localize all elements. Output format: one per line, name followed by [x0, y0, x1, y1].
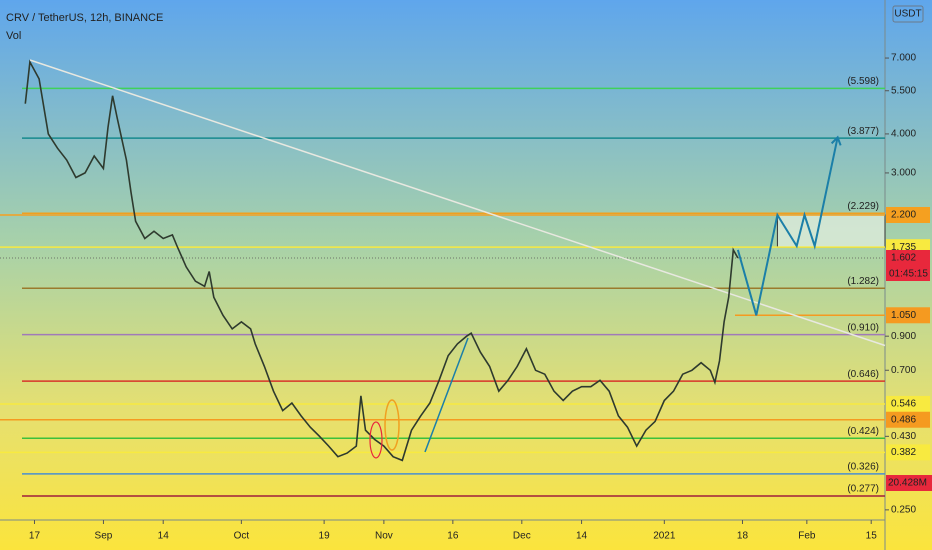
- plot: [0, 59, 886, 497]
- x-tick-label: Sep: [95, 531, 113, 542]
- price-badge-label: 2.200: [891, 210, 916, 221]
- y-tick-label: 0.900: [891, 331, 916, 342]
- level-label: (0.646): [847, 369, 879, 380]
- x-tick-label: 16: [447, 531, 459, 542]
- x-tick-label: 14: [576, 531, 588, 542]
- y-tick-label: 0.250: [891, 505, 916, 516]
- price-badge: [886, 307, 930, 324]
- price-badge-label: 1.735: [891, 242, 916, 253]
- y-tick-label: 7.000: [891, 53, 916, 64]
- price-badge-label: 0.382: [891, 447, 916, 458]
- price-badge-label: 1.050: [891, 310, 916, 321]
- trendline: [29, 59, 886, 347]
- level-label: (0.910): [847, 322, 879, 333]
- volume-badge: [886, 475, 932, 491]
- y-tick-label: 0.430: [891, 431, 916, 442]
- target-box: [776, 214, 886, 248]
- x-tick-label: Dec: [513, 531, 531, 542]
- indicator-label: Vol: [6, 30, 21, 42]
- x-tick-label: Feb: [798, 531, 816, 542]
- y-tick-label: 4.000: [891, 129, 916, 140]
- currency-box[interactable]: [892, 5, 924, 23]
- level-label: (1.282): [847, 276, 879, 287]
- x-tick-label: 18: [737, 531, 749, 542]
- x-tick-label: 19: [319, 531, 331, 542]
- level-label: (3.877): [847, 126, 879, 137]
- drawing-ellipse: [369, 421, 383, 459]
- level-label: (0.326): [847, 462, 879, 473]
- x-tick-label: 14: [158, 531, 170, 542]
- level-label: (2.229): [847, 201, 879, 212]
- symbol-title: CRV / TetherUS, 12h, BINANCE: [6, 12, 163, 24]
- level-label: (0.424): [847, 426, 879, 437]
- projection: [736, 137, 839, 316]
- x-tick-label: 17: [29, 531, 41, 542]
- x-tick-label: 15: [866, 531, 878, 542]
- price-badge: [886, 249, 930, 266]
- countdown-badge: [886, 265, 930, 281]
- y-tick-label: 0.700: [891, 365, 916, 376]
- level-label: (0.277): [847, 484, 879, 495]
- drawing-arrow: [424, 337, 469, 453]
- price-badge-label: 0.546: [891, 399, 916, 410]
- price-badge-label: 0.486: [891, 414, 916, 425]
- countdown-label: 01:45:15: [889, 269, 928, 280]
- projection-arrowhead: [830, 135, 842, 146]
- x-tick-label: Nov: [375, 531, 393, 542]
- price-badge: [886, 444, 930, 461]
- price-badge-label: 1.602: [891, 253, 916, 264]
- x-tick-label: Oct: [234, 531, 250, 542]
- drawing-ellipse: [384, 399, 400, 451]
- x-tick-label: 2021: [653, 531, 676, 542]
- currency-label[interactable]: USDT: [894, 9, 921, 20]
- volume-badge-label: 20.428M: [888, 478, 927, 489]
- level-label: (5.598): [847, 76, 879, 87]
- price-badge: [886, 395, 930, 412]
- price-badge: [886, 206, 930, 223]
- y-tick-label: 5.500: [891, 85, 916, 96]
- y-tick-label: 3.000: [891, 168, 916, 179]
- price-badge: [886, 411, 930, 428]
